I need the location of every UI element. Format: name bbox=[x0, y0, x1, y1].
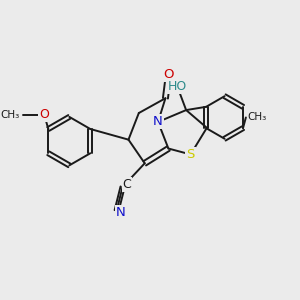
Text: CH₃: CH₃ bbox=[248, 112, 267, 122]
Text: CH₃: CH₃ bbox=[1, 110, 20, 119]
Text: O: O bbox=[39, 108, 49, 121]
Text: HO: HO bbox=[168, 80, 187, 93]
Text: C: C bbox=[123, 178, 131, 191]
Text: N: N bbox=[116, 206, 126, 219]
Text: O: O bbox=[163, 68, 174, 81]
Text: N: N bbox=[153, 116, 163, 128]
Text: S: S bbox=[186, 148, 195, 161]
